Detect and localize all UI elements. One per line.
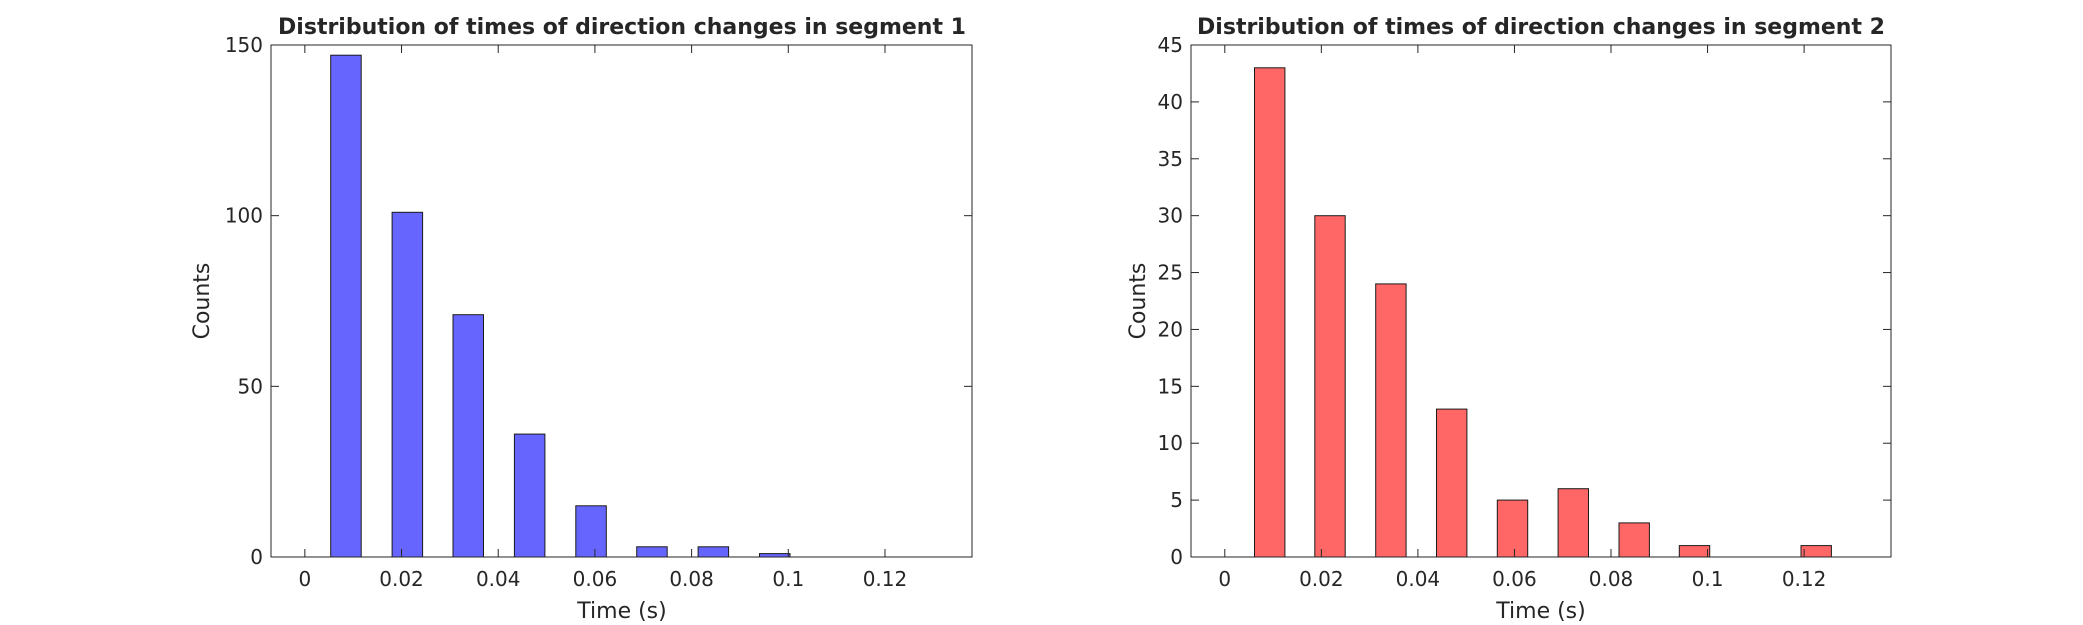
bar — [1436, 408, 1468, 558]
y-tick-label: 15 — [1158, 374, 1183, 398]
y-tick-label: 100 — [225, 204, 263, 228]
axes-box — [1190, 44, 1892, 558]
bar — [452, 314, 484, 558]
x-axis-label: Time (s) — [576, 599, 666, 624]
y-tick-label: 0 — [1170, 545, 1183, 569]
y-tick-label: 50 — [238, 374, 263, 398]
y-tick-label: 10 — [1158, 431, 1183, 455]
x-tick-label: 0.1 — [1692, 567, 1724, 591]
x-tick-label: 0.06 — [1492, 567, 1537, 591]
x-tick-label: 0.02 — [1299, 567, 1344, 591]
axes-box — [270, 44, 973, 558]
bar — [759, 553, 791, 558]
y-tick-label: 20 — [1158, 317, 1183, 341]
bar — [1375, 283, 1407, 558]
y-axis-label: Counts — [1126, 263, 1151, 340]
bar — [1496, 499, 1529, 558]
chart-panel-segment-2: Distribution of times of direction chang… — [1126, 15, 1892, 624]
x-tick-label: 0.08 — [669, 567, 714, 591]
x-tick-label: 0.04 — [476, 567, 521, 591]
y-tick-label: 45 — [1158, 33, 1183, 57]
bar — [575, 505, 607, 558]
bar — [330, 54, 362, 558]
axis-ticks: 0 0.02 0.04 0.06 0.08 0.1 0.12 0 5 10 15 20 25 30 35 40… — [1158, 33, 1891, 591]
x-tick-label: 0.1 — [772, 567, 804, 591]
y-tick-label: 0 — [250, 545, 263, 569]
x-axis-label: Time (s) — [1495, 599, 1585, 624]
bar — [1254, 67, 1286, 558]
bar — [1314, 215, 1346, 558]
bar — [1618, 522, 1650, 558]
chart-title: Distribution of times of direction chang… — [278, 15, 966, 40]
x-tick-label: 0.02 — [379, 567, 424, 591]
x-tick-label: 0.08 — [1589, 567, 1634, 591]
bar-series — [1254, 67, 1832, 558]
y-tick-label: 25 — [1158, 261, 1183, 285]
bar-series — [330, 54, 791, 558]
bar — [1678, 545, 1711, 558]
y-tick-label: 35 — [1158, 147, 1183, 171]
bar — [513, 433, 546, 558]
x-tick-label: 0 — [1218, 567, 1231, 591]
y-tick-label: 150 — [225, 33, 263, 57]
x-tick-label: 0.12 — [1782, 567, 1827, 591]
bar — [391, 211, 424, 558]
y-tick-label: 40 — [1158, 90, 1183, 114]
x-tick-label: 0 — [298, 567, 311, 591]
chart-title: Distribution of times of direction chang… — [1197, 15, 1885, 40]
bar — [697, 546, 730, 558]
y-tick-label: 5 — [1170, 488, 1183, 512]
bar — [1557, 488, 1589, 558]
x-tick-label: 0.12 — [863, 567, 908, 591]
axis-ticks: 0 0.02 0.04 0.06 0.08 0.1 0.12 0 50 100 150 — [225, 33, 972, 591]
bar — [636, 546, 668, 558]
bar — [1800, 545, 1832, 558]
y-tick-label: 30 — [1158, 204, 1183, 228]
x-tick-label: 0.06 — [573, 567, 618, 591]
y-axis-label: Counts — [190, 263, 215, 340]
chart-panel-segment-1: Distribution of times of direction chang… — [190, 15, 973, 624]
x-tick-label: 0.04 — [1396, 567, 1441, 591]
